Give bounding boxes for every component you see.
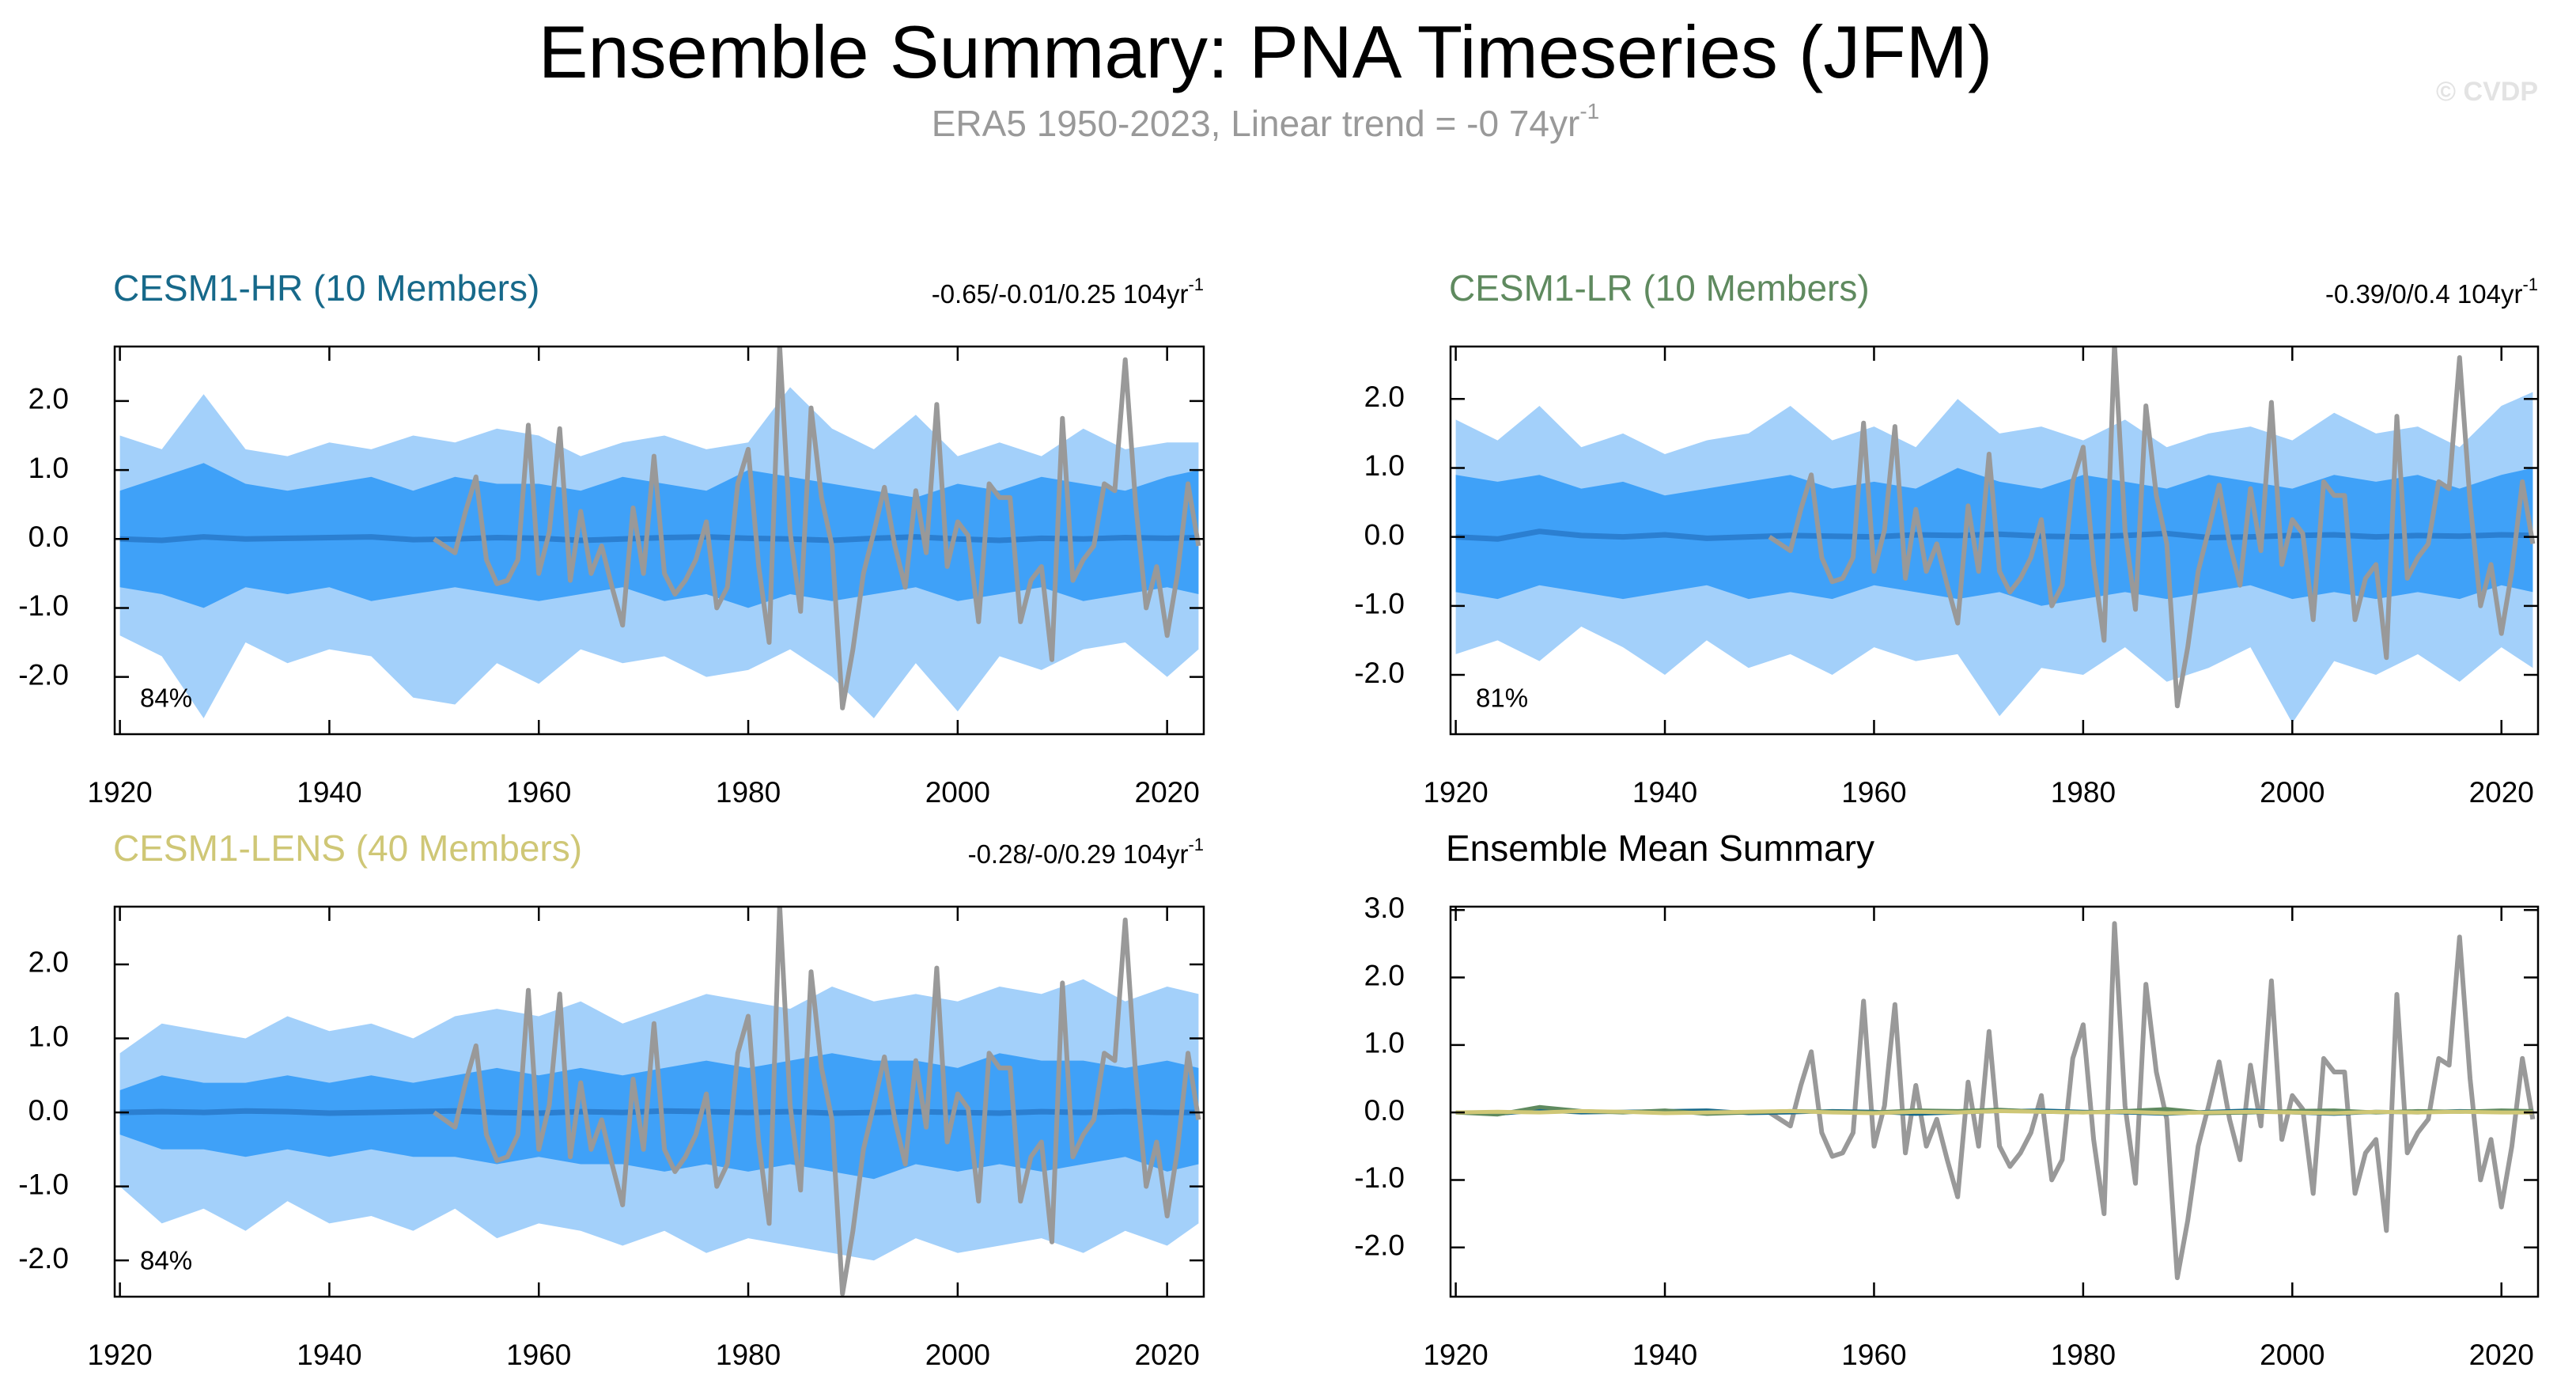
x-tick-label: 1920 xyxy=(1423,776,1488,809)
percent-label: 84% xyxy=(140,1246,192,1275)
figure-subtitle: ERA5 1950-2023, Linear trend = -0 74yr-1 xyxy=(932,100,1599,145)
x-tick-label: 1980 xyxy=(716,1339,781,1371)
y-tick-label: 2.0 xyxy=(1364,381,1405,413)
x-tick-label: 2000 xyxy=(2260,776,2324,809)
text-base: -0.28/-0/0.29 104yr xyxy=(968,839,1189,869)
y-tick-label: 0.0 xyxy=(28,1094,69,1127)
panel-title: CESM1-HR (10 Members) xyxy=(113,267,539,309)
x-tick-label: 1960 xyxy=(1841,776,1906,809)
plot-area xyxy=(119,347,1201,718)
y-tick-label: 3.0 xyxy=(1364,892,1405,924)
text-exponent: -1 xyxy=(1188,275,1204,294)
ensemble-mean-line xyxy=(119,1108,1199,1116)
x-tick-label: 2000 xyxy=(925,776,990,809)
y-tick-label: -1.0 xyxy=(18,1168,69,1200)
panel-title: CESM1-LR (10 Members) xyxy=(1449,267,1870,309)
text-base: ERA5 1950-2023, Linear trend = -0 74yr xyxy=(932,103,1580,144)
plot-area xyxy=(1455,347,2536,723)
x-tick-label: 2020 xyxy=(2469,1339,2534,1371)
x-tick-label: 1960 xyxy=(1841,1339,1906,1371)
plot-area xyxy=(1455,921,2536,1281)
trend-label: -0.39/0/0.4 104yr-1 xyxy=(2325,275,2538,309)
x-tick-label: 2000 xyxy=(925,1339,990,1371)
ensemble-mean-line xyxy=(1455,1108,2533,1116)
observation-line xyxy=(433,347,1201,710)
y-tick-label: 1.0 xyxy=(1364,1027,1405,1059)
y-tick-label: 2.0 xyxy=(28,383,69,415)
trend-label: -0.65/-0.01/0.25 104yr-1 xyxy=(932,275,1204,309)
y-tick-label: 1.0 xyxy=(28,452,69,484)
observation-line xyxy=(1768,921,2536,1281)
x-tick-label: 1980 xyxy=(2051,1339,2116,1371)
x-tick-label: 1940 xyxy=(297,1339,361,1371)
y-tick-label: 2.0 xyxy=(1364,959,1405,991)
x-tick-label: 1940 xyxy=(297,776,361,809)
text-base: -0.39/0/0.4 104yr xyxy=(2325,279,2523,309)
ensemble-mean-line xyxy=(119,534,1199,544)
plot-frame xyxy=(113,905,1205,1298)
y-tick-label: 1.0 xyxy=(1364,449,1405,482)
panel-title: CESM1-LENS (40 Members) xyxy=(113,828,582,869)
x-tick-label: 2000 xyxy=(2260,1339,2324,1371)
text-exponent: -1 xyxy=(2522,275,2538,294)
percent-label: 84% xyxy=(140,684,192,713)
percent-label: 81% xyxy=(1476,684,1528,713)
x-tick-label: 1940 xyxy=(1632,776,1697,809)
x-tick-label: 2020 xyxy=(1135,1339,1200,1371)
x-tick-label: 1980 xyxy=(716,776,781,809)
y-tick-label: -1.0 xyxy=(1354,1161,1405,1194)
x-tick-label: 1920 xyxy=(87,776,152,809)
y-tick-label: 1.0 xyxy=(28,1020,69,1052)
plot-frame xyxy=(113,345,1205,736)
y-tick-label: -2.0 xyxy=(18,1242,69,1275)
text-base: -0.65/-0.01/0.25 104yr xyxy=(932,279,1189,309)
y-tick-label: -2.0 xyxy=(18,658,69,691)
x-tick-label: 1920 xyxy=(87,1339,152,1371)
y-tick-label: 2.0 xyxy=(28,946,69,979)
x-tick-label: 2020 xyxy=(2469,776,2534,809)
panel-title: Ensemble Mean Summary xyxy=(1446,828,1874,869)
observation-line xyxy=(1768,347,2536,709)
text-exponent: -1 xyxy=(1579,100,1599,124)
trend-label: -0.28/-0/0.29 104yr-1 xyxy=(968,835,1204,869)
x-tick-label: 2020 xyxy=(1135,776,1200,809)
x-tick-label: 1960 xyxy=(506,776,571,809)
x-tick-label: 1960 xyxy=(506,1339,571,1371)
y-tick-label: -1.0 xyxy=(1354,588,1405,620)
figure-title: Ensemble Summary: PNA Timeseries (JFM) xyxy=(539,10,1993,93)
y-tick-label: 0.0 xyxy=(28,521,69,553)
y-tick-label: -1.0 xyxy=(18,589,69,622)
x-tick-label: 1920 xyxy=(1423,1339,1488,1371)
watermark: © CVDP xyxy=(2436,77,2538,107)
y-tick-label: -2.0 xyxy=(1354,1229,1405,1262)
plot-frame xyxy=(1449,345,2540,736)
y-tick-label: 0.0 xyxy=(1364,1094,1405,1127)
text-exponent: -1 xyxy=(1188,835,1204,854)
x-tick-label: 1980 xyxy=(2051,776,2116,809)
observation-line xyxy=(433,907,1201,1297)
y-tick-label: 0.0 xyxy=(1364,518,1405,551)
y-tick-label: -2.0 xyxy=(1354,657,1405,689)
plot-frame xyxy=(1449,905,2540,1298)
x-tick-label: 1940 xyxy=(1632,1339,1697,1371)
plot-area xyxy=(119,907,1201,1297)
ensemble-mean-line xyxy=(1455,528,2533,542)
